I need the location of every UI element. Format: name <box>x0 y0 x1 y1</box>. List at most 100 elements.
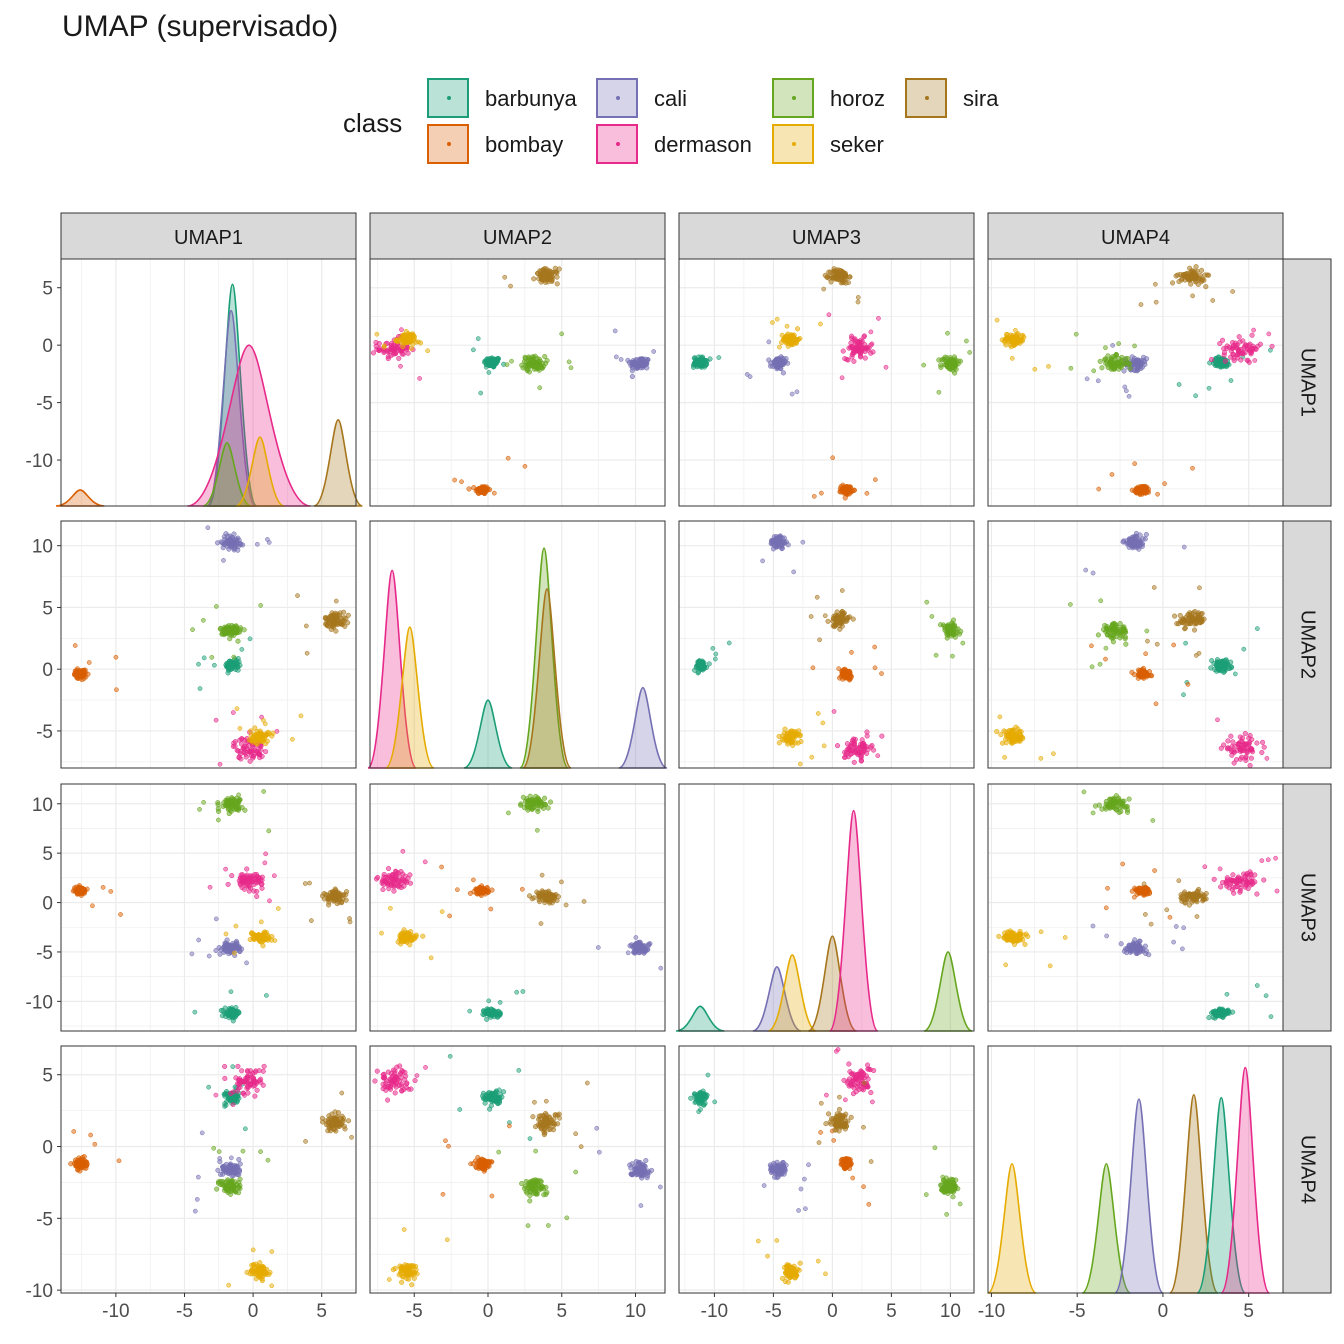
point-horoz <box>536 358 542 364</box>
panel-UMAP3-UMAP4 <box>987 783 1284 1032</box>
point-dermason <box>256 878 262 884</box>
point-barbunya <box>219 1013 225 1019</box>
point-sira <box>1138 302 1144 307</box>
point-barbunya <box>231 1007 237 1013</box>
point-dermason <box>1222 358 1228 364</box>
point-sira <box>1154 641 1160 647</box>
point-barbunya <box>228 989 234 995</box>
point-dermason <box>1237 887 1243 894</box>
point-dermason <box>858 754 864 760</box>
point-horoz <box>1102 356 1108 363</box>
point-seker <box>1008 338 1014 344</box>
point-seker <box>776 740 782 746</box>
point-dermason <box>1238 747 1243 752</box>
density-bombay <box>55 489 105 507</box>
point-dermason <box>1269 343 1275 349</box>
point-barbunya <box>247 636 253 642</box>
point-sira <box>295 593 300 598</box>
point-dermason <box>396 878 402 884</box>
point-barbunya <box>493 360 499 366</box>
point-horoz <box>215 800 221 806</box>
point-cali <box>1181 925 1186 931</box>
point-horoz <box>960 640 966 646</box>
point-barbunya <box>1222 668 1228 674</box>
point-bombay <box>836 666 842 671</box>
point-barbunya <box>1213 355 1219 361</box>
point-sira <box>536 897 542 903</box>
point-horoz <box>233 627 239 633</box>
point-sira <box>833 622 838 628</box>
point-seker <box>234 706 240 712</box>
point-bombay <box>879 671 884 676</box>
point-dermason <box>859 737 865 743</box>
point-seker <box>1038 756 1044 761</box>
point-dermason <box>831 709 837 714</box>
point-seker <box>404 932 410 938</box>
point-horoz <box>231 806 237 812</box>
strip-col-UMAP3 <box>678 212 975 260</box>
point-horoz <box>545 805 551 811</box>
point-barbunya <box>482 358 488 364</box>
point-horoz <box>518 802 524 808</box>
point-dermason <box>391 881 397 887</box>
point-dermason <box>213 717 219 723</box>
point-sira <box>343 897 349 903</box>
point-sira <box>1145 638 1150 644</box>
point-sira <box>1191 627 1198 633</box>
point-bombay <box>471 877 476 883</box>
point-seker <box>416 339 421 345</box>
point-barbunya <box>1268 1014 1274 1019</box>
point-dermason <box>855 745 861 751</box>
legend-dot-sira <box>925 96 929 100</box>
point-horoz <box>924 599 930 605</box>
point-barbunya <box>1228 378 1234 383</box>
point-cali <box>766 357 772 363</box>
point-bombay <box>1171 642 1176 648</box>
point-sira <box>563 902 569 908</box>
point-dermason <box>1236 742 1242 748</box>
point-cali <box>229 538 235 544</box>
point-sira <box>838 272 844 278</box>
point-dermason <box>1231 890 1237 896</box>
point-cali <box>643 361 649 367</box>
point-cali <box>1090 570 1096 576</box>
point-cali <box>1104 933 1109 939</box>
point-horoz <box>1119 800 1125 806</box>
point-dermason <box>1217 866 1223 872</box>
point-bombay <box>522 463 528 469</box>
point-barbunya <box>192 1009 198 1015</box>
point-dermason <box>1242 873 1248 879</box>
point-horoz <box>536 797 542 803</box>
strip-row-label-UMAP2: UMAP2 <box>1297 610 1319 679</box>
point-horoz <box>239 804 245 811</box>
point-sira <box>814 594 820 600</box>
point-seker <box>798 738 804 745</box>
point-sira <box>508 283 513 289</box>
point-cali <box>1084 376 1090 382</box>
point-barbunya <box>229 660 235 666</box>
point-barbunya <box>226 1006 232 1012</box>
point-horoz <box>506 810 511 816</box>
point-dermason <box>870 349 876 355</box>
point-dermason <box>379 880 385 886</box>
point-horoz <box>523 366 529 372</box>
point-cali <box>189 951 195 957</box>
point-cali <box>1181 544 1187 550</box>
point-dermason <box>864 733 870 739</box>
point-horoz <box>1104 803 1110 809</box>
point-horoz <box>197 807 202 812</box>
point-sira <box>309 918 314 923</box>
point-cali <box>1110 343 1116 348</box>
point-dermason <box>1208 356 1215 363</box>
point-sira <box>559 879 564 885</box>
point-barbunya <box>235 664 241 670</box>
point-horoz <box>226 797 232 803</box>
point-cali <box>1131 355 1138 361</box>
point-sira <box>1169 280 1176 286</box>
point-dermason <box>225 881 231 887</box>
point-sira <box>542 279 549 285</box>
point-sira <box>1176 279 1182 285</box>
point-sira <box>1177 271 1183 277</box>
panel-background <box>988 259 1283 506</box>
point-dermason <box>1237 734 1243 740</box>
